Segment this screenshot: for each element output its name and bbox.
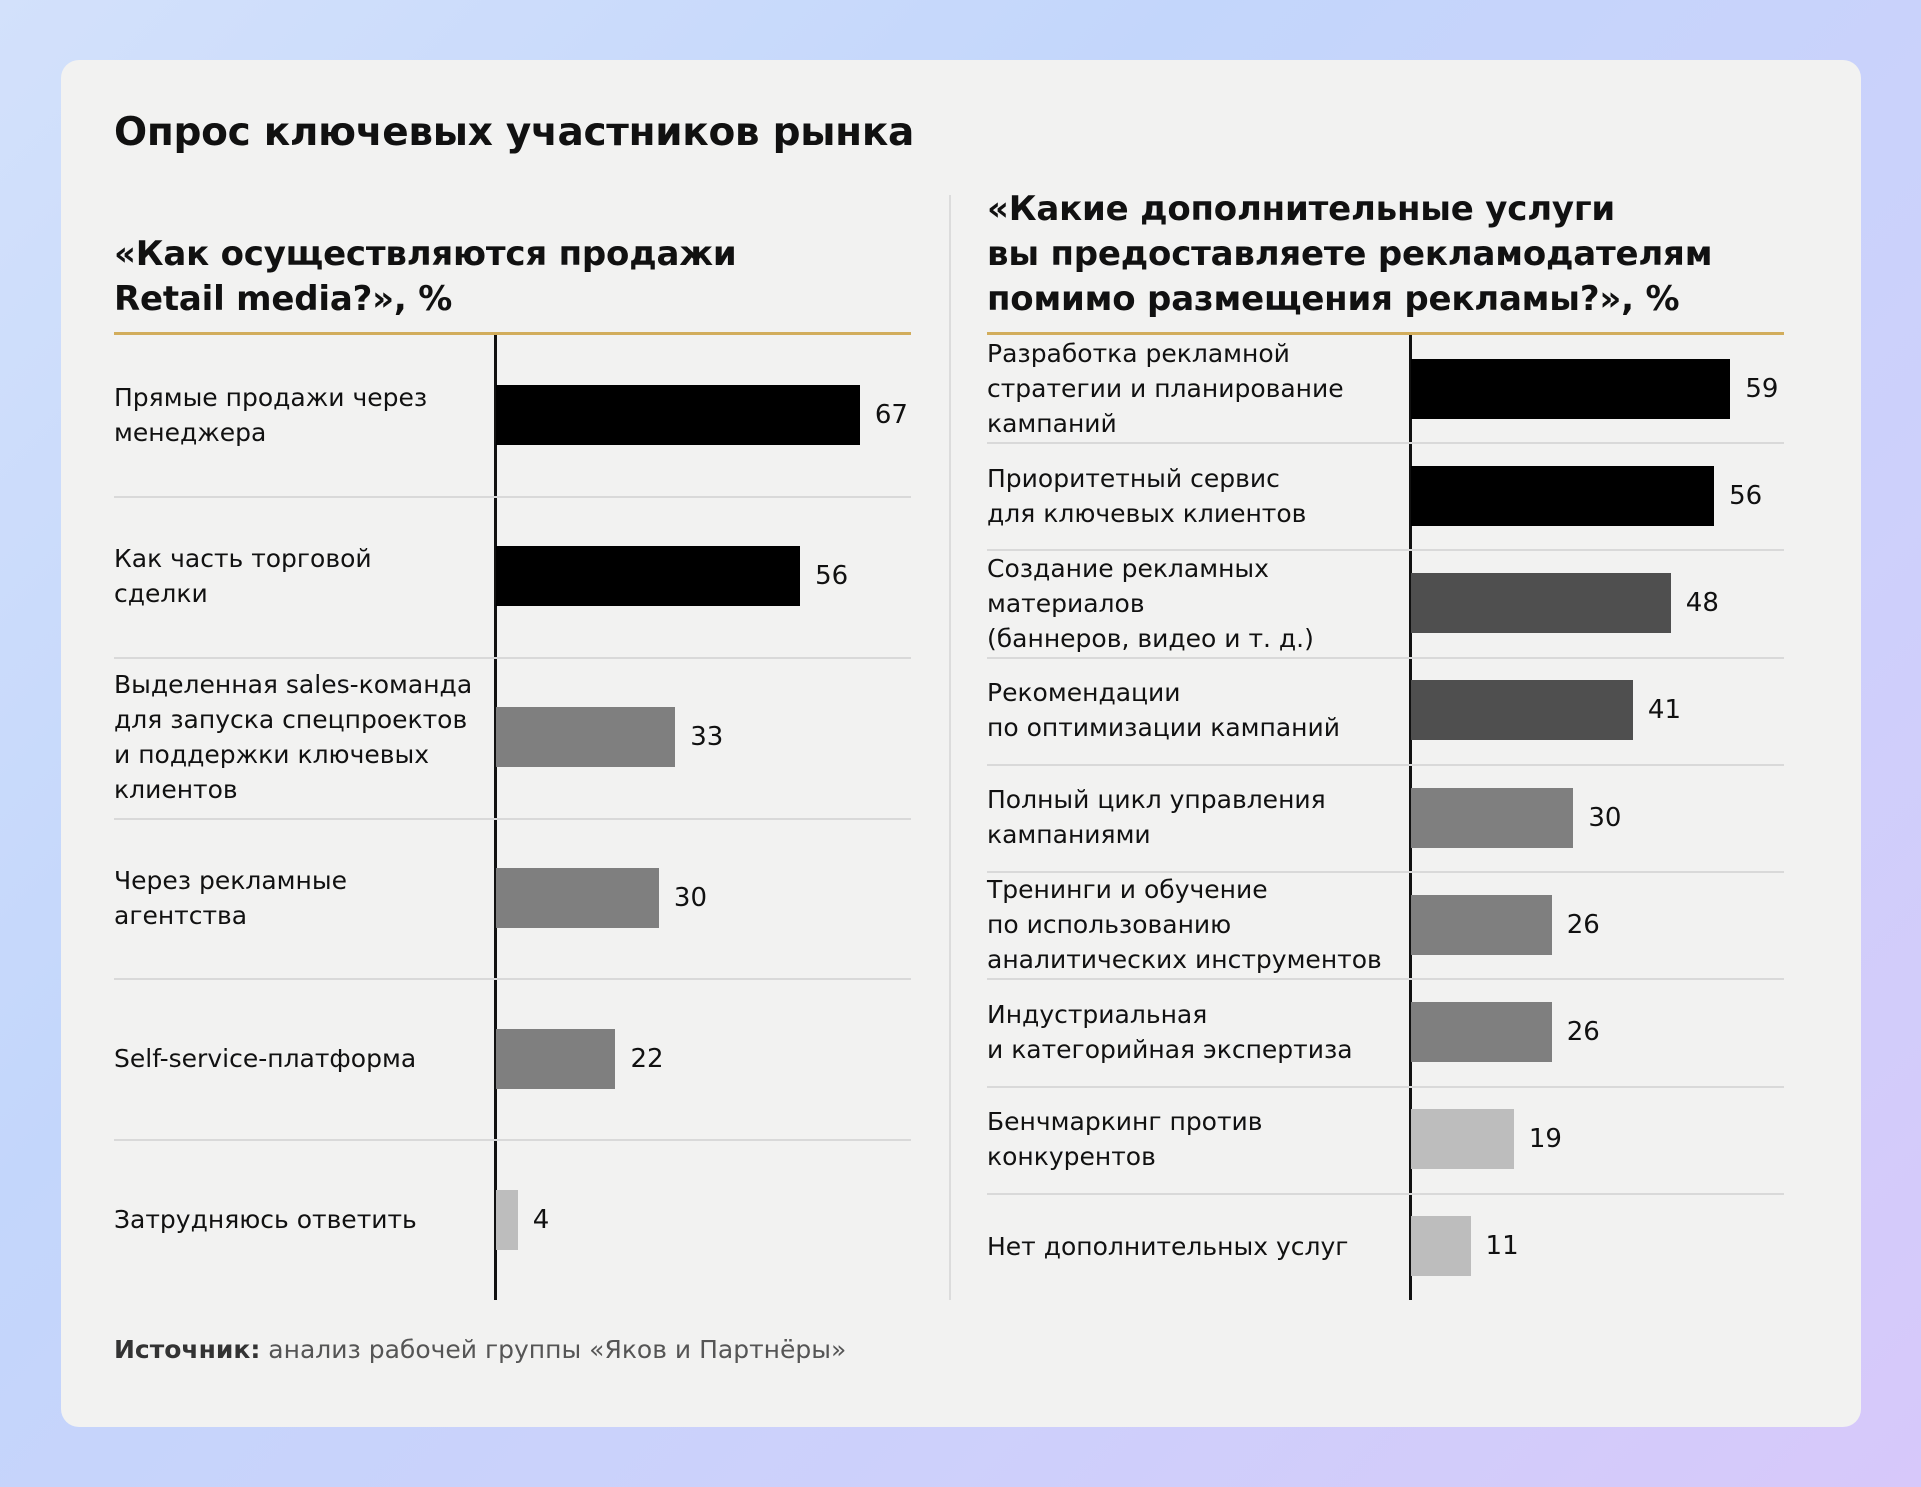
bar bbox=[496, 546, 801, 607]
row-separator bbox=[987, 549, 1784, 552]
source-text: анализ рабочей группы «Яков и Партнёры» bbox=[260, 1335, 847, 1364]
title-underline bbox=[987, 332, 1784, 335]
chart-title-additional-services: «Какие дополнительные услуги вы предоста… bbox=[987, 189, 1713, 319]
category-label: Полный цикл управления кампаниями bbox=[987, 785, 1326, 850]
data-label: 30 bbox=[673, 882, 707, 913]
data-label: 33 bbox=[690, 722, 724, 753]
bar bbox=[1411, 358, 1731, 419]
bar bbox=[496, 867, 659, 928]
source-note: Источник: анализ рабочей группы «Яков и … bbox=[114, 1335, 846, 1364]
data-label: 67 bbox=[874, 400, 908, 431]
bar bbox=[496, 1189, 518, 1250]
row-separator bbox=[114, 1139, 911, 1142]
title-underline bbox=[114, 332, 911, 335]
row-separator bbox=[114, 656, 911, 659]
data-label: 11 bbox=[1485, 1231, 1519, 1262]
bar bbox=[1411, 465, 1715, 526]
data-label: 30 bbox=[1588, 802, 1622, 833]
bar bbox=[496, 1028, 616, 1089]
data-label: 4 bbox=[532, 1204, 550, 1235]
row-separator bbox=[987, 978, 1784, 981]
row-separator bbox=[987, 871, 1784, 874]
chart-title-sales-methods: «Как осуществляются продажи Retail media… bbox=[114, 234, 737, 319]
bar bbox=[1411, 680, 1633, 741]
category-label: Рекомендации по оптимизации кампаний bbox=[987, 678, 1341, 743]
data-label: 56 bbox=[1729, 480, 1763, 511]
category-label: Нет дополнительных услуг bbox=[987, 1231, 1349, 1261]
row-separator bbox=[987, 763, 1784, 766]
category-label: Тренинги и обучение по использованию ана… bbox=[987, 875, 1382, 975]
category-label: Выделенная sales-команда для запуска спе… bbox=[114, 670, 473, 805]
category-label: Приоритетный сервис для ключевых клиенто… bbox=[987, 463, 1307, 528]
category-label: Индустриальная и категорийная экспертиза bbox=[987, 999, 1353, 1064]
data-label: 48 bbox=[1685, 588, 1719, 619]
row-separator bbox=[114, 495, 911, 498]
page-title: Опрос ключевых участников рынка bbox=[114, 110, 915, 155]
bar bbox=[496, 707, 676, 768]
bar bbox=[1411, 894, 1552, 955]
y-axis-line bbox=[1409, 335, 1412, 1300]
bar bbox=[1411, 573, 1671, 634]
row-separator bbox=[987, 1192, 1784, 1195]
data-label: 26 bbox=[1566, 909, 1600, 940]
row-separator bbox=[987, 442, 1784, 445]
data-label: 19 bbox=[1528, 1124, 1562, 1155]
source-label: Источник: bbox=[114, 1335, 261, 1364]
bar bbox=[1411, 1216, 1471, 1277]
data-label: 22 bbox=[630, 1043, 664, 1074]
data-label: 56 bbox=[815, 561, 849, 592]
row-separator bbox=[114, 978, 911, 981]
category-label: Разработка рекламной стратегии и планиро… bbox=[987, 339, 1344, 439]
chart-card bbox=[61, 60, 1861, 1427]
bar bbox=[1411, 1001, 1552, 1062]
data-label: 59 bbox=[1745, 373, 1779, 404]
data-label: 26 bbox=[1566, 1016, 1600, 1047]
row-separator bbox=[987, 1085, 1784, 1088]
column-divider bbox=[949, 195, 951, 1300]
bar bbox=[496, 385, 860, 446]
data-label: 41 bbox=[1647, 695, 1681, 726]
bar bbox=[1411, 787, 1574, 848]
category-label: Как часть торговой сделки bbox=[114, 544, 372, 609]
category-label: Прямые продажи через менеджера bbox=[114, 383, 428, 448]
category-label: Затрудняюсь ответить bbox=[114, 1205, 417, 1235]
category-label: Self-service-платформа bbox=[114, 1044, 417, 1074]
bar bbox=[1411, 1109, 1514, 1170]
row-separator bbox=[987, 656, 1784, 659]
category-label: Создание рекламных материалов (баннеров,… bbox=[987, 553, 1314, 653]
category-label: Бенчмаркинг против конкурентов bbox=[987, 1107, 1263, 1172]
row-separator bbox=[114, 817, 911, 820]
category-label: Через рекламные агентства bbox=[114, 865, 347, 930]
